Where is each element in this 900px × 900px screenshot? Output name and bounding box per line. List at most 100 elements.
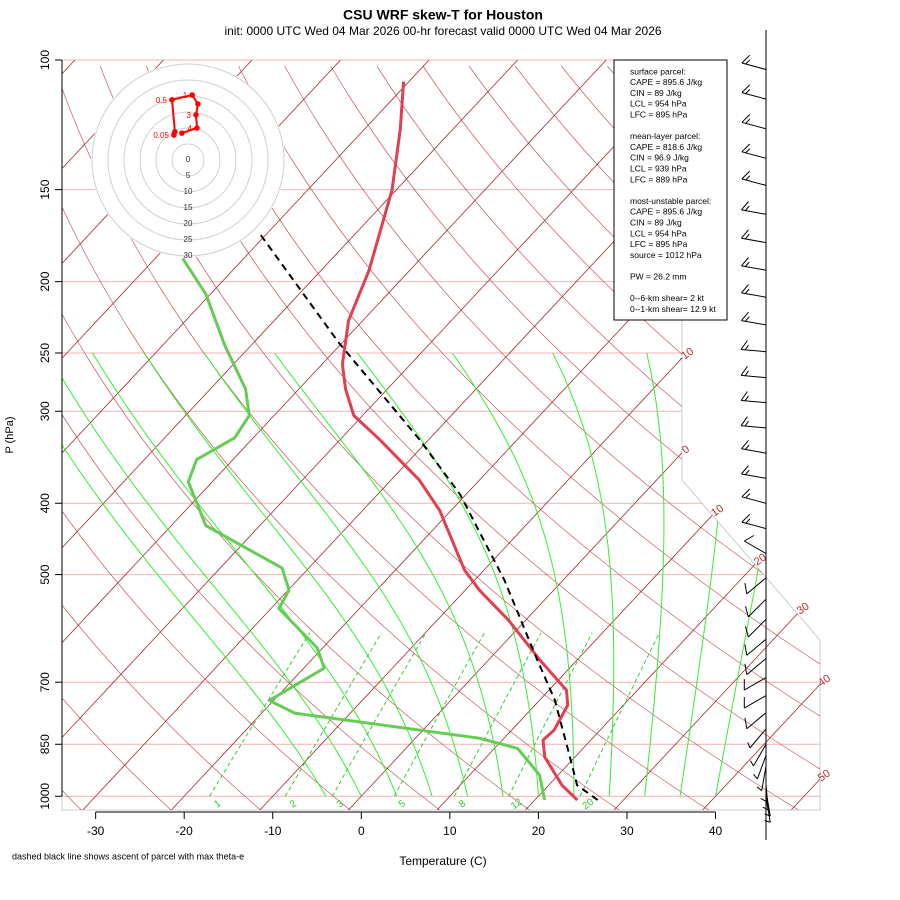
info-text: CIN = 89 J/kg [630, 217, 682, 227]
hodograph-point [179, 130, 185, 136]
moist-adiabat [92, 352, 398, 797]
hodograph-background [91, 63, 285, 257]
wind-barb [741, 84, 767, 100]
hodograph-point [194, 125, 200, 131]
x-tick-label: 20 [532, 824, 546, 838]
wind-barb [741, 513, 767, 530]
dewpoint-line [181, 257, 547, 801]
x-axis-label: Temperature (C) [399, 854, 486, 868]
y-tick-label: 700 [38, 672, 52, 692]
wind-barb [741, 143, 767, 159]
moist-adiabat [143, 352, 433, 797]
moist-adiabat [62, 352, 327, 797]
wind-barb [740, 366, 767, 379]
hodograph-label: 0.05 [153, 131, 169, 140]
info-text: CIN = 96.9 J/kg [630, 153, 689, 163]
isotherm [702, 60, 820, 810]
info-text: LFC = 895 hPa [630, 109, 688, 119]
moist-adiabat [357, 352, 539, 797]
hodograph-label: 3 [187, 111, 192, 120]
moist-adiabat [644, 352, 665, 797]
mixing-ratio-line [284, 632, 382, 797]
y-axis-label: P (hPa) [4, 416, 16, 453]
wind-barb [741, 257, 767, 271]
info-text: most-unstable parcel: [630, 196, 711, 206]
y-tick-label: 300 [38, 401, 52, 421]
isotherm [62, 60, 430, 810]
isotherm-label: 0 [680, 443, 692, 456]
wind-barb [741, 170, 767, 186]
wind-barb [741, 488, 767, 504]
wind-barb [741, 201, 767, 215]
hodograph-point [172, 129, 178, 135]
info-text: source = 1012 hPa [630, 250, 702, 260]
info-text: CAPE = 895.6 J/kg [630, 207, 702, 217]
wind-barb [753, 755, 767, 780]
y-tick-label: 250 [38, 343, 52, 363]
hodograph-point [189, 92, 195, 98]
mixing-ratio-label: 8 [457, 798, 468, 810]
hodograph-label: 0.5 [156, 96, 168, 105]
wind-barb [743, 677, 767, 691]
hodograph-ring-label: 20 [184, 219, 193, 228]
wind-barb [744, 658, 767, 675]
isotherm [62, 60, 607, 810]
wind-barb [741, 440, 767, 454]
hodograph-ring [91, 63, 285, 257]
dry-adiabat [62, 65, 530, 810]
x-tick-label: -30 [87, 824, 105, 838]
wind-barb [741, 284, 767, 298]
dry-adiabat [62, 65, 261, 810]
hodograph-label: 4 [188, 124, 193, 133]
info-text: LCL = 939 hPa [630, 163, 687, 173]
mixing-ratio-line [331, 632, 427, 797]
y-tick-label: 200 [38, 271, 52, 291]
hodograph-ring-label: 5 [186, 171, 191, 180]
info-text: LCL = 954 hPa [630, 228, 687, 238]
mixing-ratio-label: 2 [288, 798, 299, 810]
x-tick-label: 0 [358, 824, 365, 838]
mixing-ratio-label: 3 [335, 798, 346, 810]
dry-adiabat [330, 65, 820, 810]
wind-barb [744, 577, 767, 595]
moist-adiabat [62, 352, 362, 797]
x-tick-label: -20 [176, 824, 194, 838]
info-text: LCL = 954 hPa [630, 99, 687, 109]
moist-adiabat [203, 352, 469, 797]
wind-barb [745, 618, 767, 638]
chart-subtitle: init: 0000 UTC Wed 04 Mar 2026 00-hr for… [224, 24, 661, 38]
hodograph-ring [139, 111, 237, 209]
hodograph-point [169, 97, 175, 103]
info-text: CAPE = 818.6 J/kg [630, 142, 702, 152]
info-text: PW = 26.2 mm [630, 271, 686, 281]
hodograph-ring-label: 10 [184, 187, 193, 196]
wind-barb [741, 311, 767, 326]
y-tick-label: 500 [38, 564, 52, 584]
moist-adiabat [451, 352, 575, 797]
hodograph-ring-label: 15 [184, 203, 193, 212]
hodograph-label: 1 [183, 91, 188, 100]
wind-barb [750, 744, 767, 767]
isotherm-label: 40 [816, 672, 833, 689]
hodograph-ring [155, 127, 221, 193]
info-box [613, 59, 728, 321]
wind-barb [744, 535, 767, 554]
isotherm-label: 30 [795, 600, 812, 617]
isotherm-label: 50 [816, 767, 833, 784]
wind-barb [741, 54, 767, 70]
hodograph-ring-label: 30 [184, 251, 193, 260]
y-tick-label: 150 [38, 179, 52, 199]
mixing-ratio-line [453, 632, 542, 797]
wind-barb [756, 766, 767, 792]
info-text: LFC = 889 hPa [630, 174, 688, 184]
info-text: LFC = 895 hPa [630, 239, 688, 249]
x-tick-label: 10 [443, 824, 457, 838]
y-tick-label: 100 [38, 50, 52, 70]
wind-barb [745, 598, 767, 618]
moist-adiabat [274, 352, 504, 797]
wind-barb [747, 728, 767, 749]
info-text: CIN = 89 J/kg [630, 88, 682, 98]
dry-adiabat [62, 65, 351, 810]
dry-adiabat [62, 65, 620, 810]
